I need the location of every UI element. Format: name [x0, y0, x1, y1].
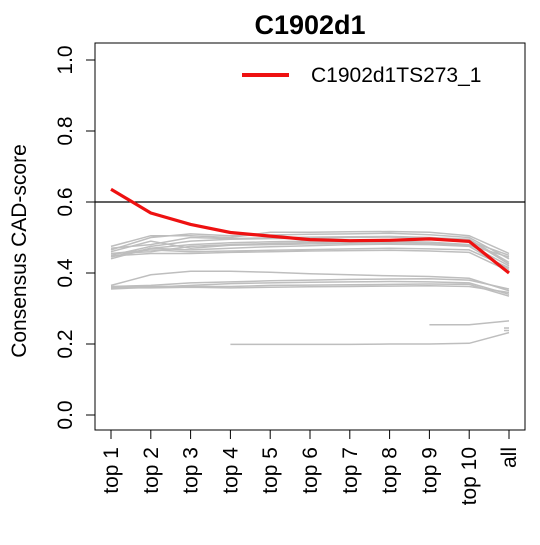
legend-label: C1902d1TS273_1: [311, 64, 481, 87]
x-tick-label: top 1: [100, 447, 123, 494]
x-tick-label: all: [498, 447, 521, 468]
background-series-line: [429, 320, 510, 326]
background-series-line: [110, 230, 510, 255]
y-tick-label: 1.0: [54, 45, 77, 74]
y-tick-label: 0.6: [54, 187, 77, 216]
background-series-line: [110, 240, 510, 258]
x-tick-label: top 5: [259, 447, 282, 494]
background-series-line: [110, 240, 510, 267]
x-tick-label: top 9: [418, 447, 441, 494]
legend: C1902d1TS273_1: [242, 64, 481, 87]
background-series-line: [110, 243, 510, 271]
x-tick-label: top 8: [379, 447, 402, 494]
background-series-line: [110, 247, 510, 269]
y-tick-label: 0.2: [54, 329, 77, 358]
background-series-line: [110, 270, 510, 292]
y-tick-label: 0.0: [54, 400, 77, 429]
y-axis-label: Consensus CAD-score: [8, 144, 31, 358]
y-tick-label: 0.8: [54, 116, 77, 145]
highlight-series-line: [110, 187, 510, 275]
chart-title: C1902d1: [254, 10, 365, 40]
y-tick-label: 0.4: [54, 258, 77, 288]
x-tick-label: top 6: [299, 447, 322, 494]
background-series-line: [110, 277, 510, 290]
background-series-line: [111, 285, 510, 294]
background-series-line: [110, 283, 510, 297]
x-tick-label: top 3: [180, 447, 203, 494]
x-tick-label: top 10: [458, 447, 481, 505]
x-tick-label: top 2: [140, 447, 163, 494]
background-series-line: [230, 331, 510, 346]
x-tick-label: top 7: [339, 447, 362, 494]
background-series-line: [110, 249, 510, 272]
x-tick-label: top 4: [219, 447, 242, 494]
